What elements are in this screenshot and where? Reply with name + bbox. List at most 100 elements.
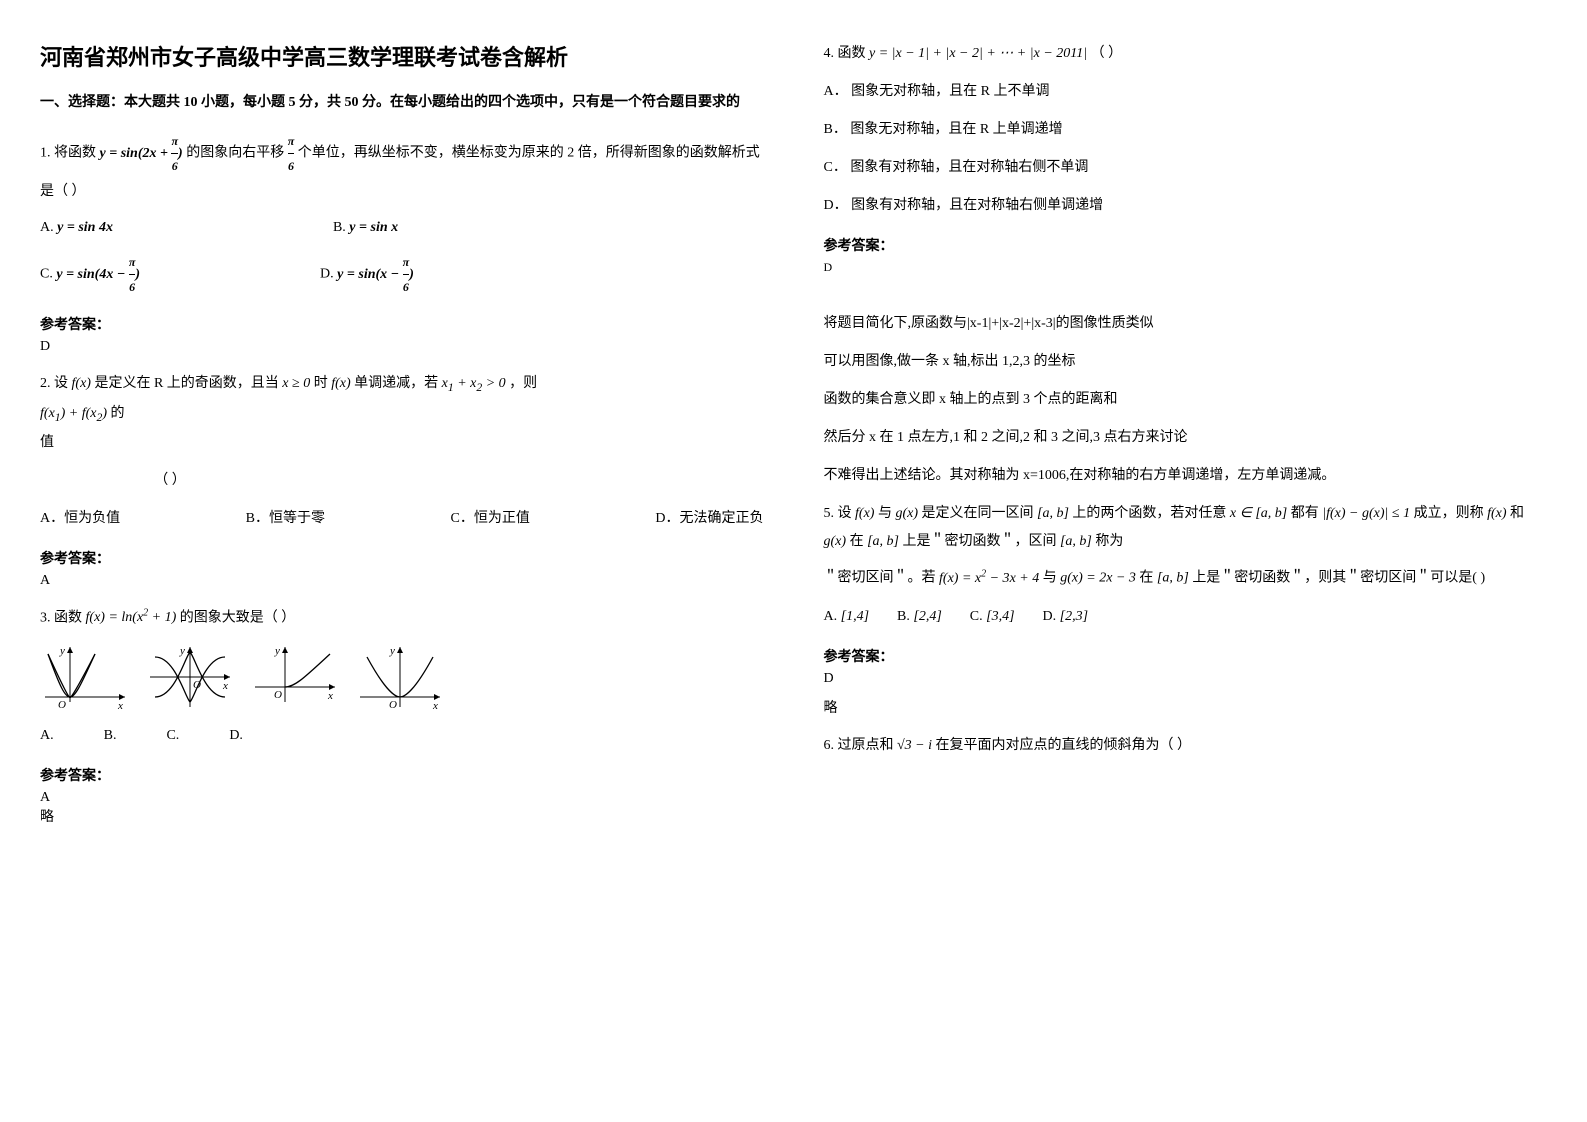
q1-prefix: 1. 将函数 xyxy=(40,146,96,161)
q5-interval3: [a, b] xyxy=(1060,534,1092,549)
q5-prefix: 5. 设 xyxy=(824,506,852,521)
q5-interval4: [a, b] xyxy=(1157,571,1189,586)
q4-opt-a: A． 图象无对称轴，且在 R 上不单调 xyxy=(824,78,1548,106)
q1-answer-label: 参考答案： xyxy=(40,314,764,334)
q5-opt-a: [1,4] xyxy=(841,609,869,624)
q2-f2: f(x) xyxy=(331,376,350,391)
graph-a: O x y xyxy=(40,642,130,712)
svg-text:x: x xyxy=(432,700,438,712)
q4-exp5: 不难得出上述结论。其对称轴为 x=1006,在对称轴的右方单调递增，左方单调递减… xyxy=(824,462,1548,490)
q5-ineq: |f(x) − g(x)| ≤ 1 xyxy=(1322,506,1410,521)
q5-line2c: 在 xyxy=(1139,571,1153,586)
graph-d: O x y xyxy=(355,642,445,712)
q1-label-c: C. xyxy=(40,267,53,282)
q2-cond: x ≥ 0 xyxy=(282,376,310,391)
q3-label-a: A. xyxy=(40,722,54,750)
svg-text:O: O xyxy=(193,679,201,691)
svg-text:x: x xyxy=(117,700,123,712)
q5-labb: B. xyxy=(897,609,910,624)
q5-f2: f(x) xyxy=(1487,506,1506,521)
q5-laba: A. xyxy=(824,609,838,624)
q5-g2: g(x) xyxy=(824,534,847,549)
q4-exp2: 可以用图像,做一条 x 轴,标出 1,2,3 的坐标 xyxy=(824,348,1548,376)
q4-opt-c: C． 图象有对称轴，且在对称轴右侧不单调 xyxy=(824,154,1548,182)
q5-and: 与 xyxy=(878,506,892,521)
q5-mid3: 都有 xyxy=(1291,506,1319,521)
q4-answer: D xyxy=(824,260,1548,275)
q3-answer-label: 参考答案： xyxy=(40,765,764,785)
q5-mid7: 上是＂密切函数＂，区间 xyxy=(902,534,1056,549)
q2-opt-b: B．恒等于零 xyxy=(246,505,325,533)
q5-opt-b: [2,4] xyxy=(913,609,941,624)
q5-mid2: 上的两个函数，若对任意 xyxy=(1072,506,1226,521)
svg-text:y: y xyxy=(179,645,185,657)
q3-answer: A xyxy=(40,790,764,806)
q2-prefix: 2. 设 xyxy=(40,376,68,391)
q5-interval2: [a, b] xyxy=(867,534,899,549)
q6-formula: √3 − i xyxy=(897,738,932,753)
q1-label-b: B. xyxy=(333,220,346,235)
q6-suffix: 在复平面内对应点的直线的倾斜角为（ ） xyxy=(936,738,1192,753)
q2-opt-c: C．恒为正值 xyxy=(451,505,530,533)
svg-text:y: y xyxy=(59,645,65,657)
q1-shift: π6 xyxy=(288,146,295,161)
q5-mid5: 和 xyxy=(1510,506,1524,521)
q2-answer: A xyxy=(40,573,764,589)
q4-prefix: 4. 函数 xyxy=(824,46,866,61)
q5-line2d: 上是＂密切函数＂，则其＂密切区间＂可以是( ) xyxy=(1192,571,1485,586)
q5-note: 略 xyxy=(824,697,1548,717)
q1-opt-a: y = sin 4x xyxy=(57,220,113,235)
q2-f: f(x) xyxy=(72,376,91,391)
q2-mid4: ，则 xyxy=(509,376,537,391)
q5-g: g(x) xyxy=(895,506,918,521)
q4-exp3: 函数的集合意义即 x 轴上的点到 3 个点的距离和 xyxy=(824,386,1548,414)
q5-fx: f(x) = x2 − 3x + 4 xyxy=(939,571,1039,586)
q1-label-a: A. xyxy=(40,220,54,235)
q1-opt-c: y = sin(4x − π6) xyxy=(56,267,140,282)
q5-xin: x ∈ [a, b] xyxy=(1230,506,1287,521)
q5-f: f(x) xyxy=(855,506,874,521)
q3-label-d: D. xyxy=(229,722,243,750)
q5-line2b: 与 xyxy=(1043,571,1057,586)
q5-opt-d: [2,3] xyxy=(1060,609,1088,624)
question-5: 5. 设 f(x) 与 g(x) 是定义在同一区间 [a, b] 上的两个函数，… xyxy=(824,500,1548,631)
q6-prefix: 6. 过原点和 xyxy=(824,738,894,753)
q1-answer: D xyxy=(40,339,764,355)
q5-mid4: 成立，则称 xyxy=(1414,506,1484,521)
q5-labd: D. xyxy=(1043,609,1057,624)
q4-opt-d: D． 图象有对称轴，且在对称轴右侧单调递增 xyxy=(824,192,1548,220)
section-header: 一、选择题：本大题共 10 小题，每小题 5 分，共 50 分。在每小题给出的四… xyxy=(40,92,764,114)
question-6: 6. 过原点和 √3 − i 在复平面内对应点的直线的倾斜角为（ ） xyxy=(824,732,1548,760)
q4-formula: y = |x − 1| + |x − 2| + ⋯ + |x − 2011| xyxy=(869,46,1087,61)
q5-line2a: ＂密切区间＂。若 xyxy=(824,571,936,586)
q2-mid3: 单调递减，若 xyxy=(354,376,438,391)
q3-formula: f(x) = ln(x2 + 1) xyxy=(86,610,177,625)
q2-sumcond: x1 + x2 > 0 xyxy=(442,376,506,391)
q5-mid8: 称为 xyxy=(1095,534,1123,549)
q4-answer-label: 参考答案： xyxy=(824,235,1548,255)
q4-opt-b: B． 图象无对称轴，且在 R 上单调递增 xyxy=(824,116,1548,144)
q3-suffix: 的图象大致是（ ） xyxy=(180,610,296,625)
svg-text:O: O xyxy=(58,699,66,711)
q2-answer-label: 参考答案： xyxy=(40,548,764,568)
question-3: 3. 函数 f(x) = ln(x2 + 1) 的图象大致是（ ） O x xyxy=(40,604,764,751)
q2-opt-d: D．无法确定正负 xyxy=(655,505,763,533)
q2-mid1: 是定义在 R 上的奇函数，且当 xyxy=(94,376,278,391)
question-1: 1. 将函数 y = sin(2x + π6) 的图象向右平移 π6 个单位，再… xyxy=(40,129,764,299)
q2-opt-a: A．恒为负值 xyxy=(40,505,120,533)
q2-paren: （ ） xyxy=(40,467,300,495)
q1-label-d: D. xyxy=(320,267,334,282)
q5-answer: D xyxy=(824,671,1548,687)
q1-opt-d: y = sin(x − π6) xyxy=(337,267,414,282)
svg-text:O: O xyxy=(389,699,397,711)
q3-label-b: B. xyxy=(104,722,117,750)
q4-suffix: （ ） xyxy=(1091,46,1123,61)
page-title: 河南省郑州市女子高级中学高三数学理联考试卷含解析 xyxy=(40,40,764,72)
graph-c: O x y xyxy=(250,642,340,712)
q5-gx: g(x) = 2x − 3 xyxy=(1060,571,1136,586)
q3-label-c: C. xyxy=(166,722,179,750)
q4-exp4: 然后分 x 在 1 点左方,1 和 2 之间,2 和 3 之间,3 点右方来讨论 xyxy=(824,424,1548,452)
q5-answer-label: 参考答案： xyxy=(824,646,1548,666)
question-4: 4. 函数 y = |x − 1| + |x − 2| + ⋯ + |x − 2… xyxy=(824,40,1548,220)
q2-mid2: 时 xyxy=(314,376,328,391)
